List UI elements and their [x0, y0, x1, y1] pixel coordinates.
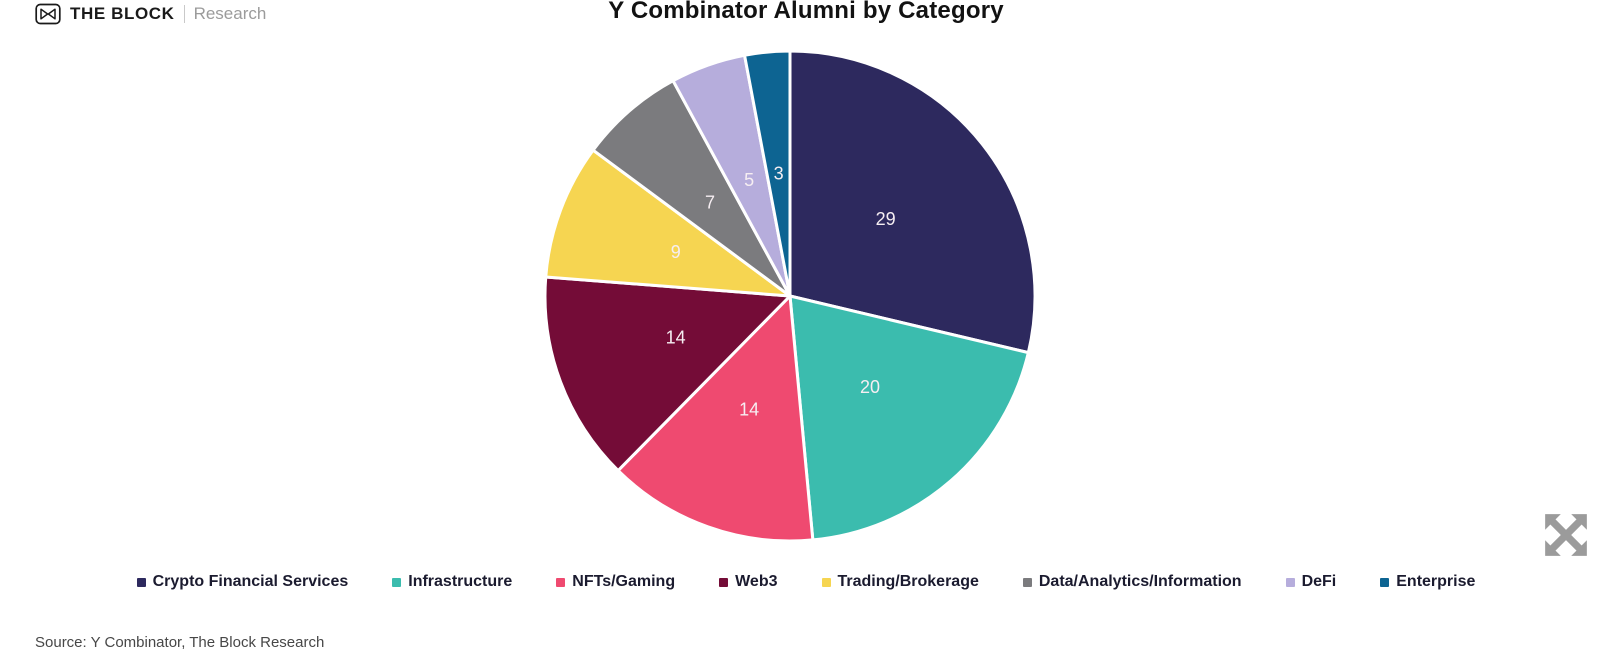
chart-legend: Crypto Financial Services Infrastructure N… [0, 573, 1612, 591]
legend-swatch-icon [719, 577, 729, 587]
legend-swatch-icon [556, 577, 566, 587]
slice-value-label: 5 [744, 170, 754, 190]
legend-item-trading-brokerage[interactable]: Trading/Brokerage [821, 573, 979, 591]
legend-item-data-analytics-information[interactable]: Data/Analytics/Information [1022, 573, 1242, 591]
brand-name: THE BLOCK [70, 4, 175, 23]
expand-arrows-icon[interactable] [1541, 510, 1591, 560]
legend-label: Infrastructure [408, 573, 513, 590]
legend-label: Web3 [735, 573, 778, 590]
brand-header: THE BLOCK Research [35, 3, 266, 25]
legend-swatch-icon [821, 577, 831, 587]
legend-label: Data/Analytics/Information [1038, 573, 1242, 590]
legend-swatch-icon [136, 577, 146, 587]
legend-item-enterprise[interactable]: Enterprise [1380, 573, 1475, 591]
legend-item-crypto-financial-services[interactable]: Crypto Financial Services [136, 573, 349, 591]
the-block-cube-logo-icon [35, 3, 61, 25]
pie-slice-infrastructure[interactable] [788, 294, 1030, 542]
slice-value-label: 14 [666, 327, 686, 347]
legend-item-web3[interactable]: Web3 [719, 573, 778, 591]
brand-divider [183, 5, 185, 23]
pie-slice-crypto-financial-services[interactable] [788, 49, 1037, 355]
slice-value-label: 9 [671, 242, 681, 262]
slice-value-label: 3 [774, 163, 784, 183]
pie-slice-data-analytics-information[interactable] [591, 79, 792, 298]
brand-sub-label: Research [193, 4, 267, 23]
legend-swatch-icon [1285, 577, 1295, 587]
slice-value-label: 29 [876, 209, 896, 229]
legend-label: NFTs/Gaming [572, 573, 676, 590]
pie-slice-trading-brokerage[interactable] [544, 148, 792, 298]
legend-item-nfts-gaming[interactable]: NFTs/Gaming [556, 573, 675, 591]
legend-label: Enterprise [1396, 573, 1476, 590]
legend-label: Crypto Financial Services [152, 573, 349, 590]
legend-label: Trading/Brokerage [837, 573, 979, 590]
pie-slice-enterprise[interactable] [743, 49, 792, 298]
source-note: Source: Y Combinator, The Block Research [35, 634, 325, 651]
legend-swatch-icon [392, 577, 402, 587]
slice-value-label: 20 [860, 377, 880, 397]
pie-slice-nfts-gaming[interactable] [616, 294, 815, 543]
legend-item-defi[interactable]: DeFi [1285, 573, 1337, 591]
legend-item-infrastructure[interactable]: Infrastructure [392, 573, 512, 591]
legend-swatch-icon [1380, 577, 1390, 587]
pie-chart: 29 20 14 14 9 7 5 3 [535, 41, 1045, 551]
slice-value-label: 7 [705, 193, 715, 213]
slice-value-label: 14 [739, 400, 759, 420]
chart-title: Y Combinator Alumni by Category [608, 0, 1004, 24]
pie-slice-web3[interactable] [543, 275, 792, 473]
legend-label: DeFi [1301, 573, 1337, 590]
legend-swatch-icon [1022, 577, 1032, 587]
